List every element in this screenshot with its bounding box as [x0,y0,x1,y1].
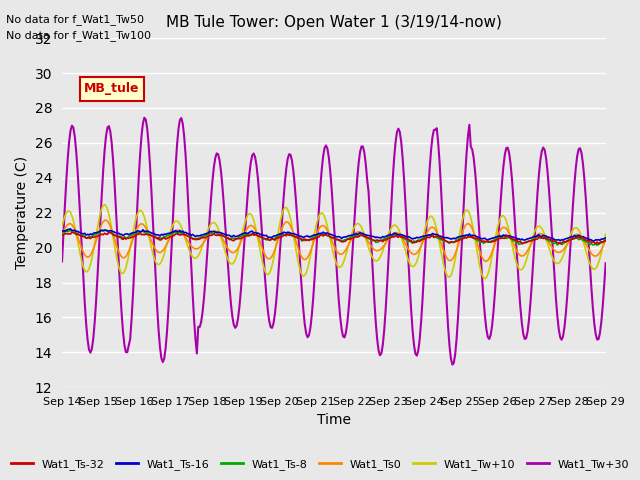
Line: Wat1_Ts0: Wat1_Ts0 [62,220,605,261]
Wat1_Ts0 [602,237,609,243]
Wat1_Ts-32 [58,232,66,238]
Wat1_Ts-16 [339,234,347,240]
Title: MB Tule Tower: Open Water 1 (3/19/14-now): MB Tule Tower: Open Water 1 (3/19/14-now… [166,15,502,30]
Wat1_Tw+30 [77,220,84,226]
Wat1_Ts-32 [602,238,609,243]
Wat1_Tw+10 [529,232,537,238]
Wat1_Tw+10 [339,260,347,266]
Wat1_Tw+10 [77,253,84,259]
Y-axis label: Temperature (C): Temperature (C) [15,156,29,269]
Wat1_Tw+30 [339,334,347,339]
Wat1_Ts-16 [600,236,608,241]
Text: No data for f_Wat1_Tw100: No data for f_Wat1_Tw100 [6,30,152,41]
Wat1_Tw+10 [58,224,66,229]
Wat1_Tw+30 [600,283,608,288]
Wat1_Ts-32 [78,233,86,239]
Wat1_Tw+30 [602,260,609,266]
Line: Wat1_Ts-16: Wat1_Ts-16 [62,229,605,241]
Wat1_Ts-8 [528,237,536,243]
Wat1_Ts-16 [67,226,74,232]
Wat1_Ts-8 [602,237,609,243]
Wat1_Ts-16 [95,229,103,235]
Wat1_Ts-8 [593,242,601,248]
Wat1_Ts-32 [447,239,455,245]
Wat1_Tw+30 [449,362,456,368]
Wat1_Ts-8 [63,227,70,233]
Wat1_Ts0 [58,232,66,238]
Wat1_Ts-32 [68,229,76,235]
Wat1_Ts-8 [339,239,347,244]
Line: Wat1_Tw+10: Wat1_Tw+10 [62,204,605,279]
Wat1_Ts-8 [95,230,103,236]
Wat1_Ts0 [447,258,455,264]
Wat1_Ts-8 [58,230,66,236]
Wat1_Ts0 [529,237,537,243]
Wat1_Ts-32 [95,233,103,239]
Wat1_Tw+30 [141,115,148,120]
Wat1_Ts0 [339,251,347,256]
Wat1_Ts0 [93,233,101,239]
Wat1_Ts-16 [78,230,86,236]
Wat1_Tw+10 [93,224,101,230]
Line: Wat1_Ts-32: Wat1_Ts-32 [62,232,605,244]
Wat1_Tw+10 [447,273,455,278]
Wat1_Ts-16 [528,235,536,240]
Wat1_Ts-16 [447,236,455,242]
Line: Wat1_Tw+30: Wat1_Tw+30 [62,118,605,365]
Wat1_Ts-32 [600,239,608,244]
Wat1_Tw+30 [447,356,455,361]
Wat1_Tw+10 [602,231,609,237]
Wat1_Tw+10 [100,202,108,207]
Wat1_Tw+30 [529,258,537,264]
Wat1_Ts0 [600,240,608,246]
Legend: Wat1_Ts-32, Wat1_Ts-16, Wat1_Ts-8, Wat1_Ts0, Wat1_Tw+10, Wat1_Tw+30: Wat1_Ts-32, Wat1_Ts-16, Wat1_Ts-8, Wat1_… [6,455,634,474]
Wat1_Ts-32 [339,239,347,245]
Wat1_Ts-16 [602,235,609,241]
Wat1_Tw+30 [93,273,101,279]
Wat1_Ts0 [102,217,110,223]
Wat1_Tw+30 [58,259,66,264]
Wat1_Ts-16 [58,228,66,234]
Text: MB_tule: MB_tule [84,82,140,96]
Line: Wat1_Ts-8: Wat1_Ts-8 [62,230,605,245]
Wat1_Ts-8 [447,239,455,245]
X-axis label: Time: Time [317,413,351,427]
Wat1_Ts-8 [600,238,608,244]
Wat1_Ts0 [483,258,490,264]
Wat1_Ts-32 [592,241,600,247]
Wat1_Ts-32 [528,238,536,243]
Wat1_Ts-8 [78,233,86,239]
Wat1_Ts0 [77,242,84,248]
Text: No data for f_Wat1_Tw50: No data for f_Wat1_Tw50 [6,13,145,24]
Wat1_Tw+10 [481,276,489,282]
Wat1_Ts-16 [591,238,598,244]
Wat1_Tw+10 [600,238,608,243]
